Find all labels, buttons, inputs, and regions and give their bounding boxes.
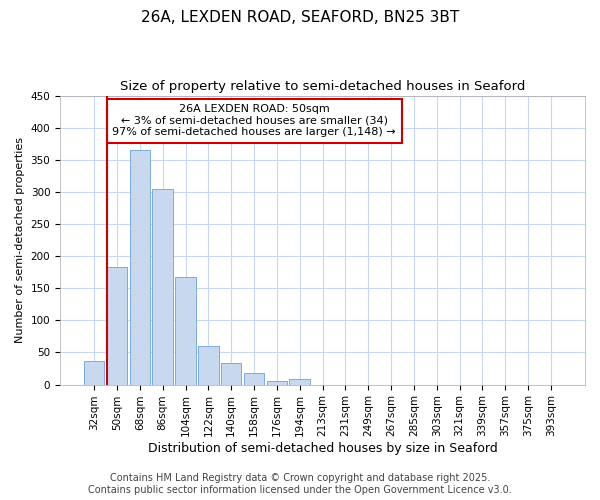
Bar: [266, 382, 287, 384]
Text: Contains HM Land Registry data © Crown copyright and database right 2025.
Contai: Contains HM Land Registry data © Crown c…: [88, 474, 512, 495]
Bar: [175, 278, 196, 384]
Bar: [289, 380, 310, 384]
Bar: [107, 267, 127, 384]
Bar: [198, 346, 218, 385]
Bar: [221, 364, 241, 384]
Text: 26A LEXDEN ROAD: 50sqm
← 3% of semi-detached houses are smaller (34)
97% of semi: 26A LEXDEN ROAD: 50sqm ← 3% of semi-deta…: [112, 104, 396, 138]
X-axis label: Distribution of semi-detached houses by size in Seaford: Distribution of semi-detached houses by …: [148, 442, 497, 455]
Bar: [244, 373, 264, 384]
Y-axis label: Number of semi-detached properties: Number of semi-detached properties: [15, 137, 25, 343]
Bar: [152, 188, 173, 384]
Bar: [130, 150, 150, 384]
Title: Size of property relative to semi-detached houses in Seaford: Size of property relative to semi-detach…: [120, 80, 525, 93]
Bar: [84, 361, 104, 384]
Text: 26A, LEXDEN ROAD, SEAFORD, BN25 3BT: 26A, LEXDEN ROAD, SEAFORD, BN25 3BT: [141, 10, 459, 25]
